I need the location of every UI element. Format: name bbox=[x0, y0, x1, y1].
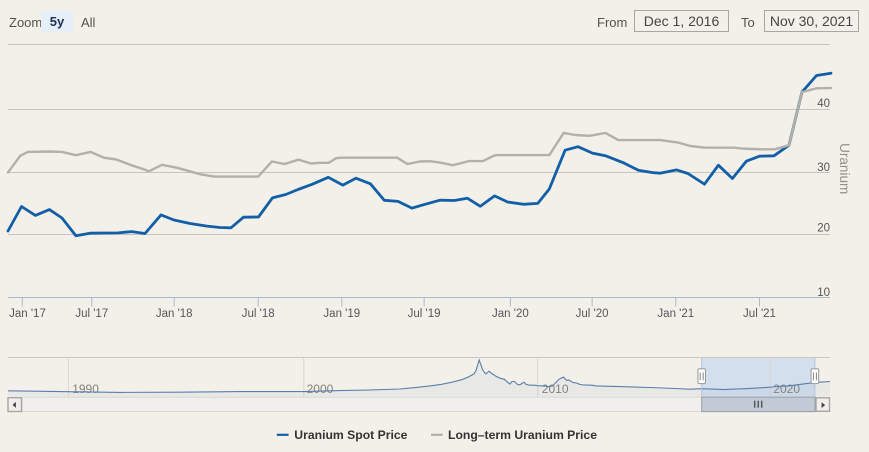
svg-text:Jan '18: Jan '18 bbox=[156, 308, 193, 320]
svg-text:Long–term Uranium Price: Long–term Uranium Price bbox=[448, 428, 597, 442]
svg-text:40: 40 bbox=[817, 98, 830, 110]
svg-text:Jul '21: Jul '21 bbox=[743, 308, 776, 320]
svg-text:Jul '18: Jul '18 bbox=[242, 308, 275, 320]
svg-text:Jul '17: Jul '17 bbox=[75, 308, 108, 320]
svg-text:Jan '21: Jan '21 bbox=[657, 308, 694, 320]
svg-text:Jan '20: Jan '20 bbox=[492, 308, 529, 320]
svg-text:Uranium Spot Price: Uranium Spot Price bbox=[294, 428, 407, 442]
svg-text:30: 30 bbox=[817, 162, 830, 174]
svg-text:20: 20 bbox=[817, 222, 830, 234]
svg-text:Jul '20: Jul '20 bbox=[576, 308, 609, 320]
svg-text:Jul '19: Jul '19 bbox=[408, 308, 441, 320]
svg-text:Uranium: Uranium bbox=[837, 143, 852, 194]
svg-text:Jan '17: Jan '17 bbox=[9, 308, 46, 320]
svg-text:10: 10 bbox=[817, 287, 830, 299]
svg-text:2000: 2000 bbox=[307, 382, 334, 396]
svg-text:Jan '19: Jan '19 bbox=[323, 308, 360, 320]
